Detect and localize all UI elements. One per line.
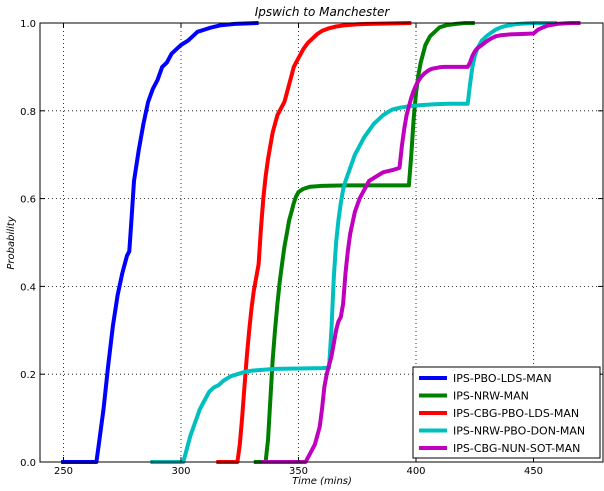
legend-label: IPS-CBG-NUN-SOT-MAN [453,442,580,455]
x-tick-label: 300 [171,466,190,477]
series-line [61,21,259,464]
series-line [150,21,557,464]
y-tick-label: 0.6 [20,195,36,206]
y-tick-label: 0.4 [20,282,36,293]
legend-label: IPS-PBO-LDS-MAN [453,372,552,385]
series-line [260,21,581,464]
chart-title: Ipswich to Manchester [255,5,391,19]
y-tick-label: 0.2 [20,370,36,381]
series-line [216,21,412,464]
x-tick-label: 400 [406,466,425,477]
y-tick-label: 0.8 [20,107,36,118]
legend: IPS-PBO-LDS-MAN IPS-NRW-MAN IPS-CBG-PBO-LD… [412,366,601,459]
plot-frame [39,22,604,463]
legend-label: IPS-NRW-PBO-DON-MAN [453,425,585,438]
x-axis-label: Time (mins) [292,476,352,487]
series-line [253,21,475,464]
y-axis-label: Probability [6,215,17,269]
series-layer [61,21,581,464]
legend-label: IPS-CBG-PBO-LDS-MAN [453,407,579,420]
legend-label: IPS-NRW-MAN [453,390,529,403]
y-tick-label: 0.0 [20,458,36,469]
tick-layer: 250 300 350 400 450 0.0 0.2 0.4 0.6 0.8 1.0 [20,19,603,477]
x-tick-label: 350 [289,466,308,477]
y-tick-label: 1.0 [20,19,36,30]
x-tick-label: 250 [54,466,73,477]
x-tick-label: 450 [524,466,543,477]
